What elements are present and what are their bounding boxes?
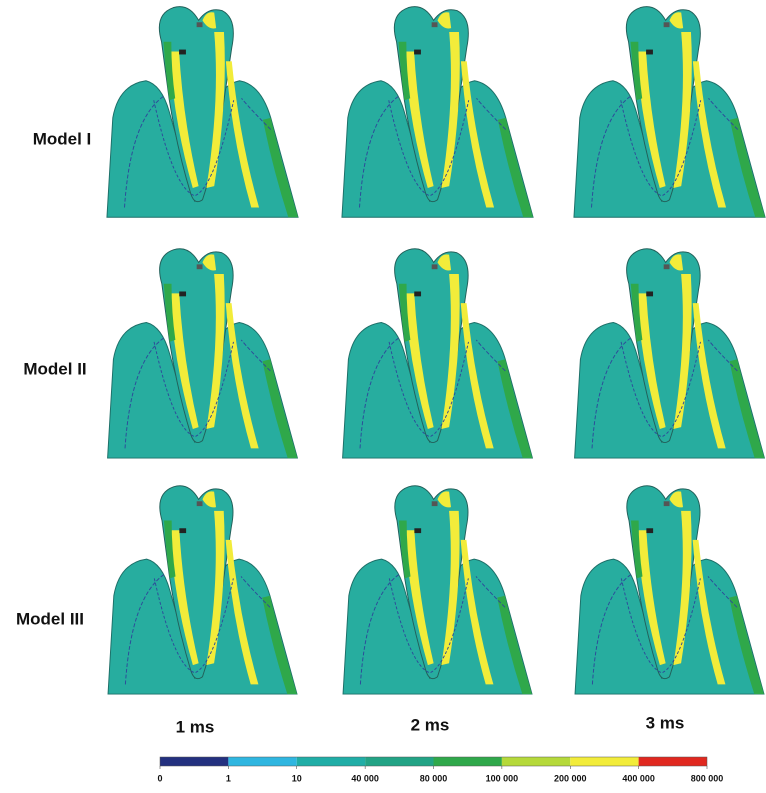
legend-segment	[570, 757, 638, 766]
legend-tick-label: 400 000	[622, 773, 655, 783]
row-label: Model III	[16, 609, 84, 628]
legend-tick-label: 200 000	[554, 773, 587, 783]
column-label: 2 ms	[411, 715, 450, 734]
row-label: Model II	[23, 359, 86, 378]
model-image	[107, 7, 298, 218]
column-label: 1 ms	[176, 717, 215, 736]
model-image	[575, 486, 764, 694]
legend-segment	[502, 757, 570, 766]
legend-segment	[434, 757, 502, 766]
legend-segment	[228, 757, 296, 766]
legend-segment	[639, 757, 707, 766]
model-image	[575, 249, 765, 458]
row-label: Model I	[33, 129, 92, 148]
legend-tick-label: 1	[226, 773, 231, 783]
legend-segment	[297, 757, 365, 766]
column-label: 3 ms	[646, 713, 685, 732]
legend-tick-label: 40 000	[351, 773, 379, 783]
legend-tick-label: 80 000	[420, 773, 448, 783]
legend-segment	[160, 757, 228, 766]
legend-tick-label: 0	[157, 773, 162, 783]
model-image	[108, 249, 298, 458]
legend-tick-label: 10	[292, 773, 302, 783]
model-image	[343, 486, 532, 694]
model-image	[342, 7, 533, 218]
legend-tick-label: 100 000	[486, 773, 519, 783]
color-legend: 0 1 10 40 000 80 000 100 000 200 000 400 000 800…	[157, 757, 723, 783]
model-image	[108, 486, 297, 694]
figure: Model I Model II Model III 1 ms 2 ms 3 m…	[0, 0, 766, 788]
legend-tick-label: 800 000	[691, 773, 724, 783]
model-image	[343, 249, 533, 458]
panels	[107, 7, 765, 694]
legend-segment	[365, 757, 433, 766]
model-image	[574, 7, 765, 218]
